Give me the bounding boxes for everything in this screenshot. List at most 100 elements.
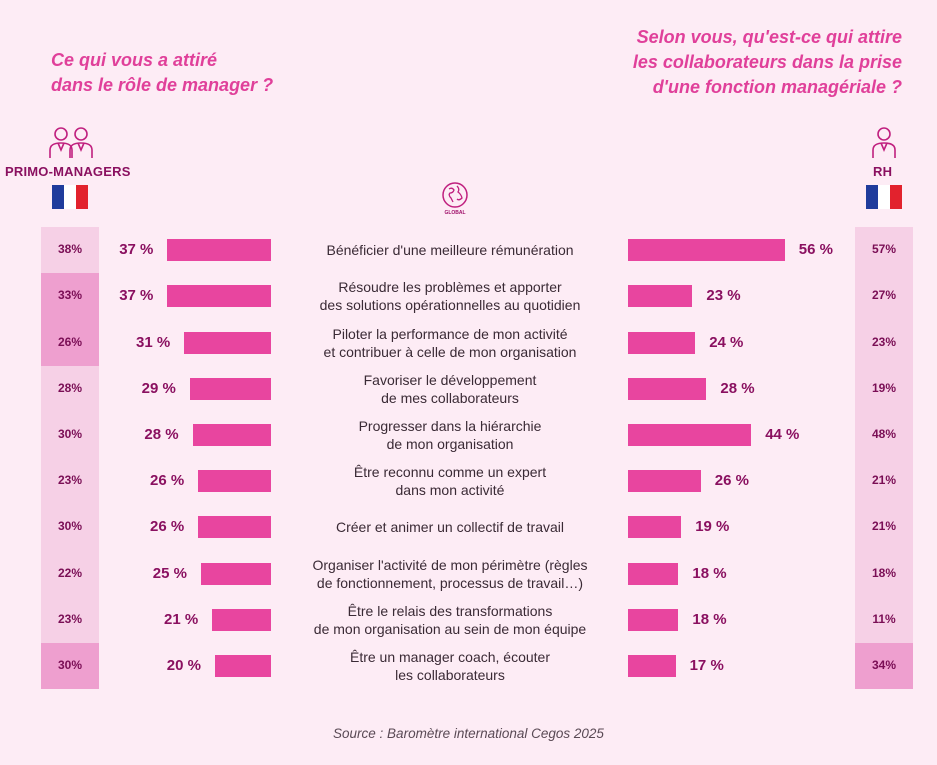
- left-question-line2: dans le rôle de manager ?: [51, 75, 274, 95]
- rh-value-label: 44 %: [765, 425, 800, 443]
- rh-side-value: 23%: [871, 334, 897, 349]
- category-label: Progresser dans la hiérarchie de mon orga…: [280, 417, 620, 453]
- rh-bar: [628, 377, 707, 400]
- left-question: Ce qui vous a attiré dans le rôle de man…: [51, 48, 273, 98]
- right-question-line3: d'une fonction managériale ?: [652, 77, 902, 97]
- primo-bar: [198, 516, 271, 539]
- right-question-line1: Selon vous, qu'est-ce qui attire: [636, 27, 902, 47]
- primo-value-label: 28 %: [144, 425, 179, 443]
- category-label-line: de fonctionnement, processus de travail……: [316, 574, 584, 591]
- primo-side-value: 23%: [57, 611, 83, 626]
- category-label-line: des solutions opérationnelles au quotidi…: [319, 297, 581, 314]
- left-group-label: PRIMO-MANAGERS: [5, 164, 131, 179]
- primo-bar: [198, 470, 271, 493]
- rh-side-value: 19%: [871, 380, 897, 395]
- category-label-line: Résoudre les problèmes et apporter: [338, 279, 562, 296]
- category-label-line: Favoriser le développement: [363, 371, 537, 388]
- rh-value-label: 24 %: [709, 333, 744, 351]
- category-label: Créer et animer un collectif de travail: [280, 518, 620, 536]
- rh-side-column: 57% 27% 23% 19% 48% 21% 21% 18% 11% 34%: [855, 227, 913, 689]
- rh-side-value: 57%: [871, 242, 897, 257]
- rh-value-label: 26 %: [714, 472, 749, 490]
- rh-bar: [628, 516, 682, 539]
- rh-value-label: 18 %: [692, 610, 727, 628]
- primo-value-label: 26 %: [150, 472, 185, 490]
- right-question: Selon vous, qu'est-ce qui attire les col…: [633, 25, 902, 100]
- rh-bar: [628, 423, 752, 446]
- france-flag-right: [866, 185, 902, 209]
- primo-bar: [167, 285, 271, 308]
- category-label-line: Être le relais des transformations: [347, 602, 553, 619]
- primo-side-highlight: [41, 273, 99, 320]
- primo-bar: [192, 423, 271, 446]
- rh-value-label: 23 %: [706, 287, 741, 305]
- category-label-line: et contribuer à celle de mon organisatio…: [323, 343, 577, 360]
- primo-side-highlight: [41, 642, 99, 689]
- global-label: GLOBAL: [444, 210, 466, 216]
- rh-bar: [628, 285, 693, 308]
- primo-bar: [167, 239, 271, 262]
- rh-bar: [628, 654, 676, 677]
- rh-side-value: 21%: [871, 473, 897, 488]
- france-flag-left: [52, 185, 88, 209]
- primo-side-value: 38%: [57, 242, 83, 257]
- left-question-line1: Ce qui vous a attiré: [51, 50, 218, 70]
- primo-side-highlight: [41, 319, 99, 366]
- category-label-line: dans mon activité: [395, 482, 505, 499]
- category-label-line: Être reconnu comme un expert: [353, 464, 547, 481]
- primo-side-value: 23%: [57, 473, 83, 488]
- rh-side-highlight: [855, 642, 913, 689]
- category-label: Favoriser le développement de mes collabo…: [280, 371, 620, 407]
- category-label-line: de mon organisation au sein de mon équip…: [313, 620, 587, 637]
- category-label-line: Créer et animer un collectif de travail: [336, 519, 564, 536]
- rh-value-label: 19 %: [695, 518, 730, 536]
- rh-side-value: 21%: [871, 519, 897, 534]
- primo-bar: [184, 331, 271, 354]
- hr-person-icon: [872, 127, 896, 158]
- category-label: Être un manager coach, écouter les collab…: [280, 648, 620, 684]
- category-label-line: Progresser dans la hiérarchie: [358, 417, 542, 434]
- primo-value-label: 29 %: [141, 379, 176, 397]
- rh-side-value: 27%: [871, 288, 897, 303]
- source-note: Source : Baromètre international Cegos 2…: [333, 726, 604, 741]
- category-label: Résoudre les problèmes et apporter des so…: [280, 278, 620, 314]
- category-label: Être le relais des transformations de mon…: [280, 602, 620, 638]
- rh-bar: [628, 608, 679, 631]
- primo-bar: [212, 608, 271, 631]
- right-group-label: RH: [873, 164, 893, 179]
- primo-side-value: 22%: [57, 565, 83, 580]
- category-label-line: Être un manager coach, écouter: [349, 648, 550, 665]
- rh-value-label: 56 %: [798, 241, 833, 259]
- category-label: Organiser l'activité de mon périmètre (r…: [280, 556, 620, 592]
- primo-value-label: 37 %: [119, 241, 154, 259]
- primo-bar: [189, 377, 271, 400]
- primo-side-value: 30%: [57, 426, 83, 441]
- primo-value-label: 20 %: [166, 656, 201, 674]
- primo-value-label: 21 %: [164, 610, 199, 628]
- category-label-line: les collaborateurs: [395, 666, 505, 683]
- category-label: Piloter la performance de mon activité et…: [280, 325, 620, 361]
- primo-bar: [215, 654, 271, 677]
- rh-side-value: 11%: [872, 611, 896, 626]
- primo-side-value: 33%: [57, 288, 83, 303]
- managers-group-icon: [49, 127, 93, 158]
- rh-side-value: 18%: [871, 565, 897, 580]
- primo-value-label: 26 %: [150, 518, 185, 536]
- primo-value-label: 25 %: [152, 564, 187, 582]
- rh-side-value: 34%: [871, 657, 897, 672]
- rh-bar: [628, 470, 701, 493]
- rh-bar: [628, 562, 679, 585]
- category-label-line: de mon organisation: [386, 435, 514, 452]
- rh-value-label: 18 %: [692, 564, 727, 582]
- category-label-line: Organiser l'activité de mon périmètre (r…: [312, 556, 588, 573]
- primo-side-column: 38% 33% 26% 28% 30% 23% 30% 22% 23% 30%: [41, 227, 99, 689]
- category-label-line: de mes collaborateurs: [381, 389, 519, 406]
- rh-bar: [628, 239, 785, 262]
- primo-side-value: 30%: [57, 657, 83, 672]
- primo-side-value: 30%: [57, 519, 83, 534]
- category-label-line: Piloter la performance de mon activité: [332, 325, 568, 342]
- rh-value-label: 17 %: [689, 656, 724, 674]
- primo-value-label: 37 %: [119, 287, 154, 305]
- primo-side-value: 26%: [57, 334, 83, 349]
- rh-value-label: 28 %: [720, 379, 755, 397]
